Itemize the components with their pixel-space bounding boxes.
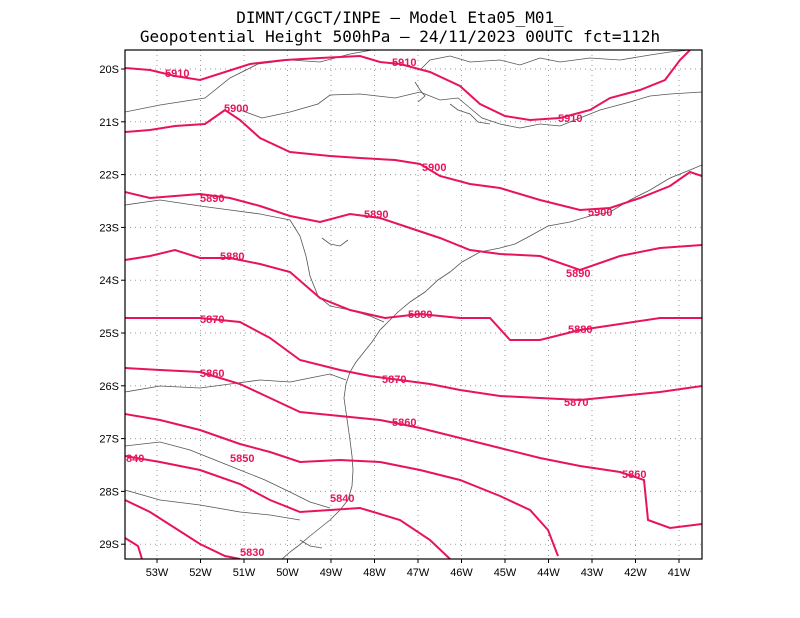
contour-label: 5890 <box>200 193 224 205</box>
contour-label: 5910 <box>558 113 582 125</box>
contour-label: 5860 <box>622 469 646 481</box>
lon-axis: 53W 52W 51W 50W 49W 48W 47W 46W 45W 44W 43W 42W 41W <box>146 559 691 579</box>
lat-tick-label: 22S <box>99 170 119 182</box>
lat-axis: 20S 21S 22S 23S 24S 25S 26S 27S 28S 29S <box>99 64 125 551</box>
title-line-2: Geopotential Height 500hPa – 24/11/2023 … <box>139 27 661 46</box>
coastline-and-borders <box>125 50 702 559</box>
lon-tick-label: 41W <box>668 567 691 579</box>
graticule <box>125 50 702 559</box>
lat-tick-label: 21S <box>99 117 119 129</box>
lat-tick-label: 23S <box>99 222 119 234</box>
lat-tick-label: 28S <box>99 486 119 498</box>
title-line-1: DIMNT/CGCT/INPE – Model Eta05_M01_ <box>236 8 564 27</box>
lat-tick-label: 20S <box>99 64 119 76</box>
contour-label: 5910 <box>392 57 416 69</box>
contour-label: 840 <box>126 453 144 465</box>
contour-label: 5860 <box>392 417 416 429</box>
contour-label: 5850 <box>230 453 254 465</box>
contour-label: 5880 <box>220 251 244 263</box>
contour-label: 5860 <box>200 368 224 380</box>
lat-tick-label: 25S <box>99 328 119 340</box>
contour-label: 5870 <box>200 314 224 326</box>
lon-tick-label: 43W <box>581 567 604 579</box>
contour-label: 5880 <box>408 309 432 321</box>
map-frame <box>124 49 703 560</box>
contour-label: 5910 <box>165 68 189 80</box>
lon-tick-label: 44W <box>537 567 560 579</box>
lon-tick-label: 51W <box>233 567 256 579</box>
lon-tick-label: 42W <box>624 567 647 579</box>
lon-tick-label: 50W <box>276 567 299 579</box>
lon-tick-label: 48W <box>363 567 386 579</box>
contour-label: 5870 <box>564 397 588 409</box>
lon-tick-label: 52W <box>189 567 212 579</box>
contour-label: 5880 <box>568 324 592 336</box>
lon-tick-label: 47W <box>407 567 430 579</box>
lon-tick-label: 46W <box>450 567 473 579</box>
contour-label: 5900 <box>224 103 248 115</box>
contour-lines <box>125 50 702 559</box>
lat-tick-label: 24S <box>99 275 119 287</box>
lat-tick-label: 27S <box>99 434 119 446</box>
contour-label-group: 5910 5910 5910 5900 5900 5900 5890 5890 … <box>126 57 646 559</box>
lon-tick-label: 49W <box>320 567 343 579</box>
lon-tick-label: 45W <box>494 567 517 579</box>
contour-label: 5830 <box>240 547 264 559</box>
contour-label: 5900 <box>588 207 612 219</box>
contour-label: 5900 <box>422 162 446 174</box>
contour-label: 5890 <box>566 268 590 280</box>
lat-tick-label: 26S <box>99 381 119 393</box>
contour-label: 5870 <box>382 374 406 386</box>
lat-tick-label: 29S <box>99 539 119 551</box>
lon-tick-label: 53W <box>146 567 169 579</box>
contour-label: 5890 <box>364 209 388 221</box>
contour-label: 5840 <box>330 493 354 505</box>
